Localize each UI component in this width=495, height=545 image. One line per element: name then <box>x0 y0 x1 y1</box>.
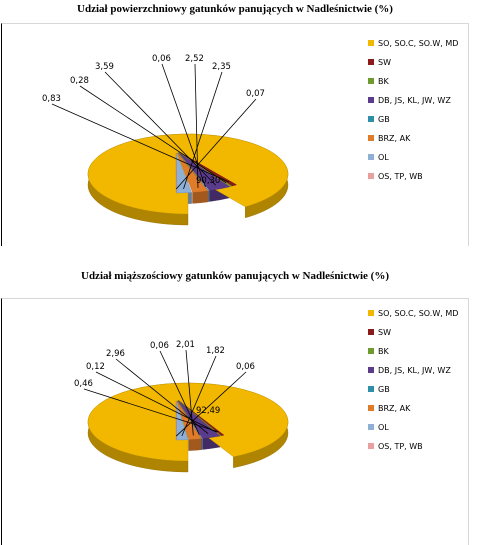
data-label-4: 0,06 <box>150 341 169 351</box>
data-label-3: 3,59 <box>95 62 114 72</box>
data-label-6: 2,35 <box>212 62 231 72</box>
slice-side-5 <box>189 439 201 451</box>
legend-label-2: BK <box>378 77 389 86</box>
legend-label-1: SW <box>378 58 391 67</box>
legend-swatch-0 <box>368 40 374 46</box>
data-label-5: 2,52 <box>185 54 204 64</box>
legend-swatch-6 <box>368 154 374 160</box>
data-label-1: 0,46 <box>74 379 93 389</box>
legend-swatch-3 <box>368 367 374 373</box>
legend-label-1: SW <box>378 328 391 337</box>
legend-label-7: OS, TP, WB <box>378 172 423 181</box>
legend-label-6: OL <box>378 423 389 432</box>
data-label-1: 0,83 <box>42 94 61 104</box>
legend-label-6: OL <box>378 153 389 162</box>
legend-swatch-7 <box>368 173 374 179</box>
legend-swatch-6 <box>368 424 374 430</box>
chart-1: Udział powierzchniowy gatunków panującyc… <box>0 0 495 250</box>
data-label-5: 2,01 <box>176 340 195 350</box>
legend-label-5: BRZ, AK <box>378 404 411 413</box>
legend-label-0: SO, SO.C, SO.W, MD <box>378 309 458 318</box>
legend-swatch-2 <box>368 348 374 354</box>
legend-label-5: BRZ, AK <box>378 134 411 143</box>
legend-label-4: GB <box>378 115 390 124</box>
legend-label-3: DB, JS, KL, JW, WZ <box>378 366 451 375</box>
chart-2: Udział miąższościowy gatunków panujących… <box>0 266 495 544</box>
data-label-2: 0,12 <box>86 362 105 372</box>
data-label-2: 0,28 <box>70 76 89 86</box>
legend-swatch-1 <box>368 59 374 65</box>
legend-label-3: DB, JS, KL, JW, WZ <box>378 96 451 105</box>
legend-swatch-1 <box>368 329 374 335</box>
legend-swatch-5 <box>368 135 374 141</box>
legend-label-7: OS, TP, WB <box>378 442 423 451</box>
legend-label-2: BK <box>378 347 389 356</box>
data-label-6: 1,82 <box>206 346 225 356</box>
data-label-7: 0,06 <box>236 362 255 372</box>
data-label-4: 0,06 <box>152 54 171 64</box>
legend-swatch-7 <box>368 443 374 449</box>
data-label-3: 2,96 <box>106 349 125 359</box>
legend-swatch-3 <box>368 97 374 103</box>
legend-swatch-0 <box>368 310 374 316</box>
slice-side-5 <box>193 191 208 203</box>
legend-label-0: SO, SO.C, SO.W, MD <box>378 39 458 48</box>
legend-label-4: GB <box>378 385 390 394</box>
legend-swatch-4 <box>368 386 374 392</box>
data-label-7: 0,07 <box>246 89 265 99</box>
legend-swatch-4 <box>368 116 374 122</box>
legend-swatch-5 <box>368 405 374 411</box>
legend-swatch-2 <box>368 78 374 84</box>
